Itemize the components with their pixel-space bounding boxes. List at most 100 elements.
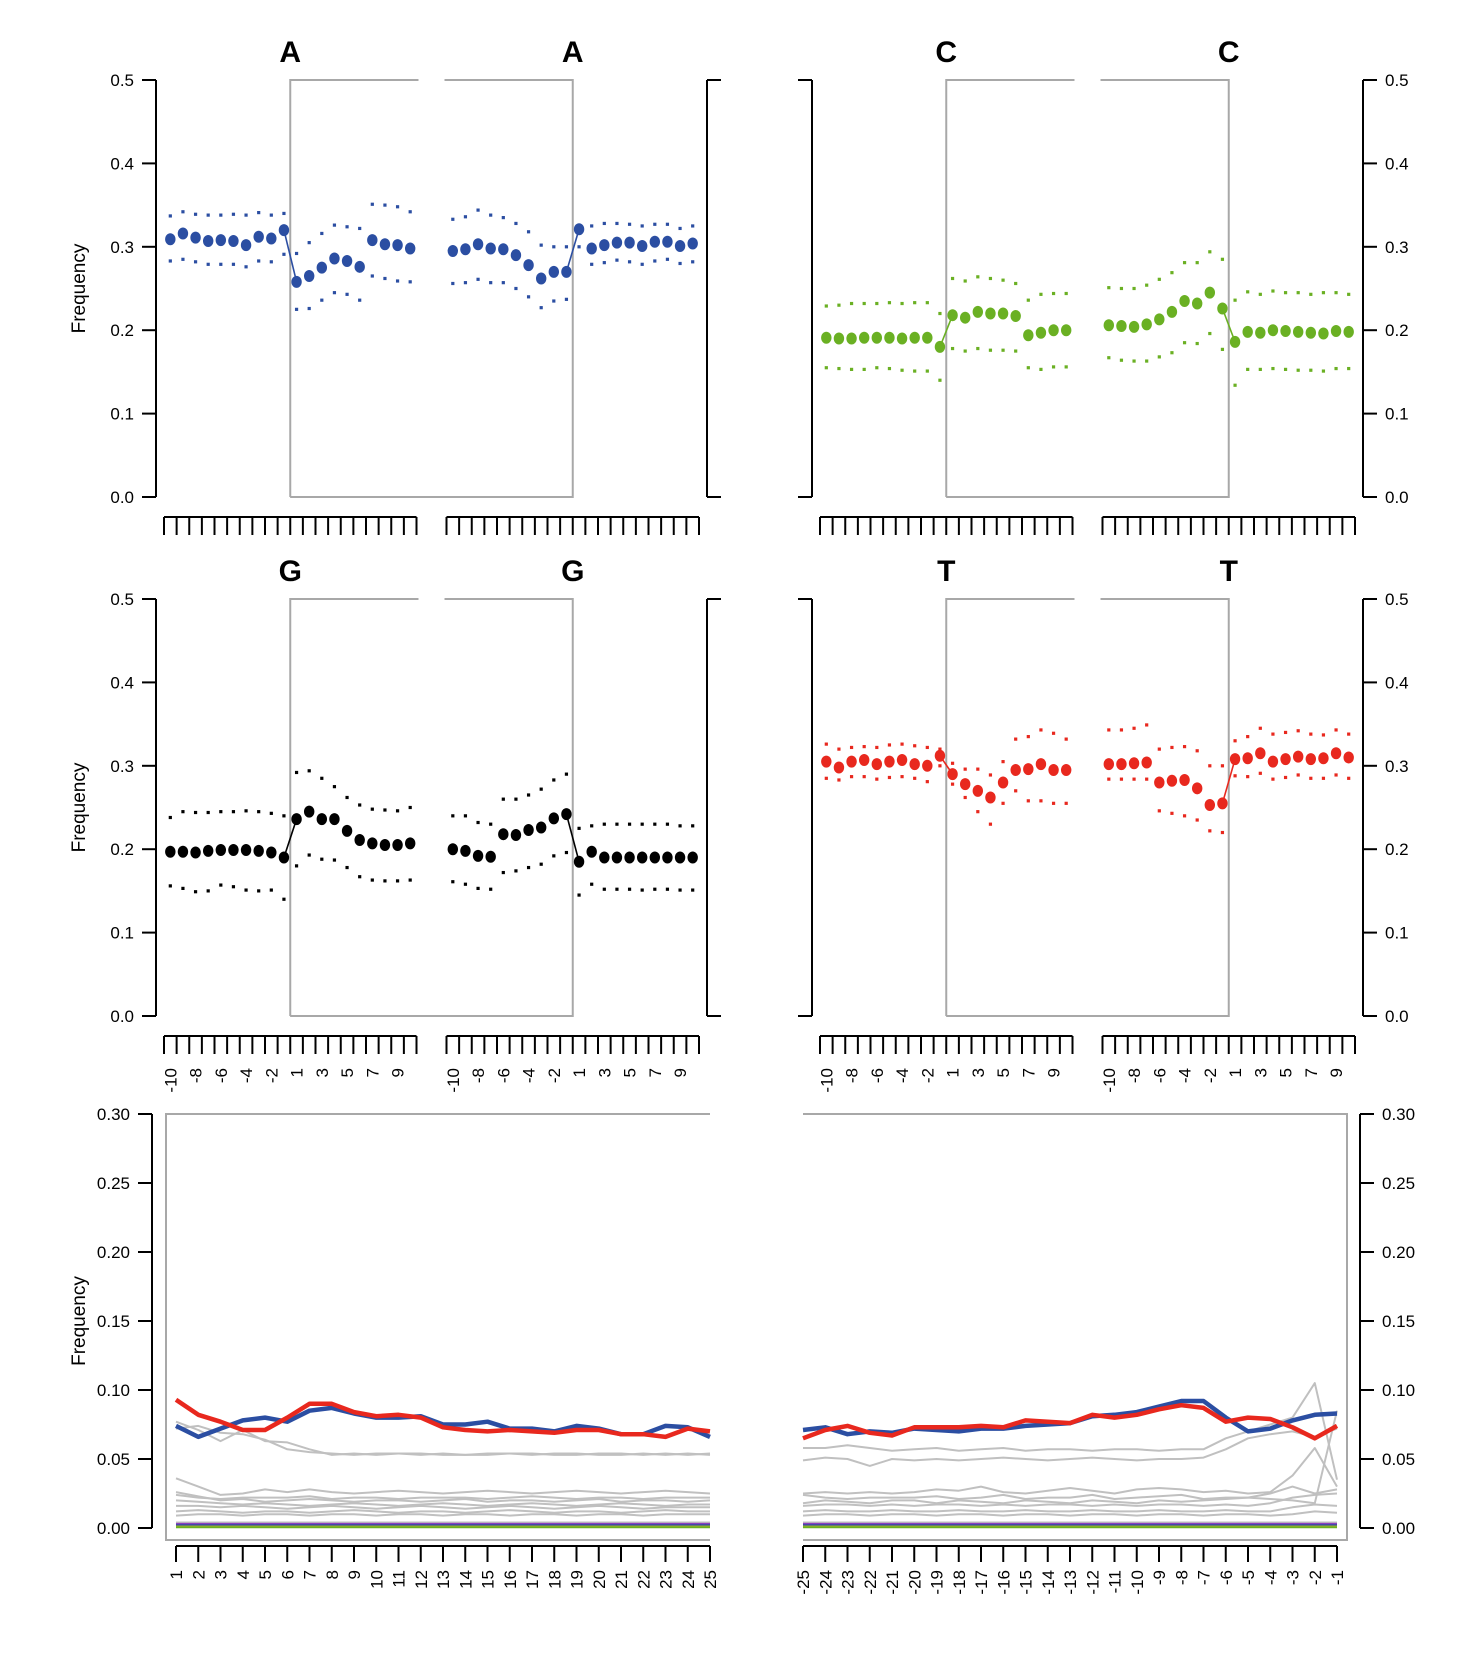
data-point (1141, 756, 1152, 769)
lower-bound-dot (193, 890, 198, 894)
x-tick-label: 5 (621, 1068, 640, 1077)
upper-bound-dot (950, 276, 955, 281)
upper-bound-dot (1026, 298, 1030, 302)
x-tick-label: -15 (1017, 1570, 1036, 1595)
upper-bound-dot (1246, 290, 1250, 294)
y-tick-label: 0.4 (1385, 673, 1409, 692)
data-point (1023, 763, 1034, 776)
data-point (821, 331, 832, 344)
panel-title: A (279, 36, 301, 69)
lower-bound-dot (615, 258, 619, 262)
series-connector (1221, 758, 1236, 804)
x-tick-label: -2 (918, 1068, 937, 1083)
lower-bound-dot (1220, 347, 1225, 351)
upper-bound-dot (358, 226, 362, 231)
lower-bound-dot (231, 262, 236, 266)
upper-bound-dot (476, 820, 480, 825)
data-point (177, 227, 189, 240)
upper-bound-dot (1233, 298, 1237, 302)
lower-bound-dot (1039, 799, 1043, 803)
y-tick-label: 0.05 (97, 1450, 130, 1469)
y-tick-label: 0.1 (110, 405, 134, 424)
data-point (871, 758, 883, 771)
lower-bound-dot (875, 777, 879, 781)
upper-bound-dot (451, 217, 455, 221)
data-point (228, 234, 239, 247)
y-tick-label: 0.15 (97, 1312, 130, 1331)
x-tick-label: -10 (817, 1068, 836, 1093)
upper-bound-dot (514, 797, 518, 801)
lower-bound-dot (514, 286, 518, 291)
lower-bound-dot (345, 292, 349, 296)
lower-bound-dot (1233, 383, 1237, 387)
upper-bound-dot (395, 205, 400, 209)
upper-bound-dot (1107, 286, 1111, 290)
upper-bound-dot (615, 221, 619, 226)
upper-bound-dot (1001, 760, 1005, 764)
lower-bound-dot (913, 776, 917, 780)
lower-bound-dot (1321, 776, 1326, 780)
data-point (1166, 774, 1178, 787)
data-point (354, 260, 365, 273)
upper-bound-dot (590, 224, 594, 228)
lower-bound-dot (1064, 801, 1068, 805)
x-tick-label: 24 (679, 1570, 698, 1589)
data-point (329, 252, 340, 265)
data-point (846, 755, 857, 768)
upper-bound-dot (1296, 291, 1300, 295)
x-tick-label: 23 (657, 1570, 676, 1589)
upper-bound-dot (640, 822, 644, 826)
data-point (1292, 750, 1304, 763)
data-point (573, 855, 585, 868)
lower-bound-dot (307, 306, 311, 311)
lower-bound-dot (1182, 814, 1187, 818)
lower-bound-dot (925, 780, 929, 784)
lower-bound-dot (463, 882, 468, 886)
upper-bound-dot (1334, 728, 1338, 732)
lower-bound-dot (1107, 356, 1111, 360)
lower-bound-dot (564, 850, 569, 855)
x-tick-label: -10 (1100, 1068, 1119, 1093)
x-tick-label: -4 (237, 1068, 256, 1083)
data-point (896, 753, 908, 766)
lower-bound-dot (950, 782, 955, 786)
data-point (636, 239, 648, 252)
lower-bound-dot (1233, 774, 1237, 778)
data-point (392, 239, 403, 252)
lower-bound-dot (1039, 367, 1043, 371)
x-tick-label: 1 (944, 1068, 963, 1077)
data-point (1318, 752, 1329, 765)
upper-bound-dot (602, 822, 606, 826)
series-line (802, 1492, 1338, 1507)
series-line (802, 1402, 1339, 1441)
data-point (548, 265, 560, 278)
x-tick-label: 3 (1251, 1068, 1270, 1077)
x-tick-label: 3 (595, 1068, 614, 1077)
x-tick-label: -4 (893, 1068, 912, 1083)
lower-bound-dot (383, 276, 387, 281)
lower-bound-dot (900, 368, 904, 372)
upper-bound-dot (206, 213, 210, 217)
data-point (253, 230, 264, 243)
data-point (1305, 753, 1317, 766)
data-point (392, 839, 403, 852)
lower-bound-dot (1246, 775, 1250, 779)
y-axis-label: Frequency (69, 243, 90, 333)
x-tick-label: 7 (1302, 1068, 1321, 1077)
lower-bound-dot (1347, 366, 1351, 371)
upper-bound-dot (320, 231, 324, 236)
x-tick-label: 22 (634, 1570, 653, 1589)
upper-bound-dot (320, 776, 324, 780)
data-point (1116, 758, 1127, 771)
data-point (611, 851, 623, 864)
data-point (1242, 752, 1253, 765)
upper-bound-dot (862, 745, 866, 749)
lower-bound-dot (1283, 775, 1288, 780)
data-point (1116, 320, 1127, 333)
data-point (510, 829, 522, 842)
lower-bound-dot (345, 865, 349, 870)
x-tick-label: -8 (1172, 1570, 1191, 1585)
lower-bound-dot (1051, 365, 1056, 369)
lower-bound-dot (1309, 776, 1313, 780)
